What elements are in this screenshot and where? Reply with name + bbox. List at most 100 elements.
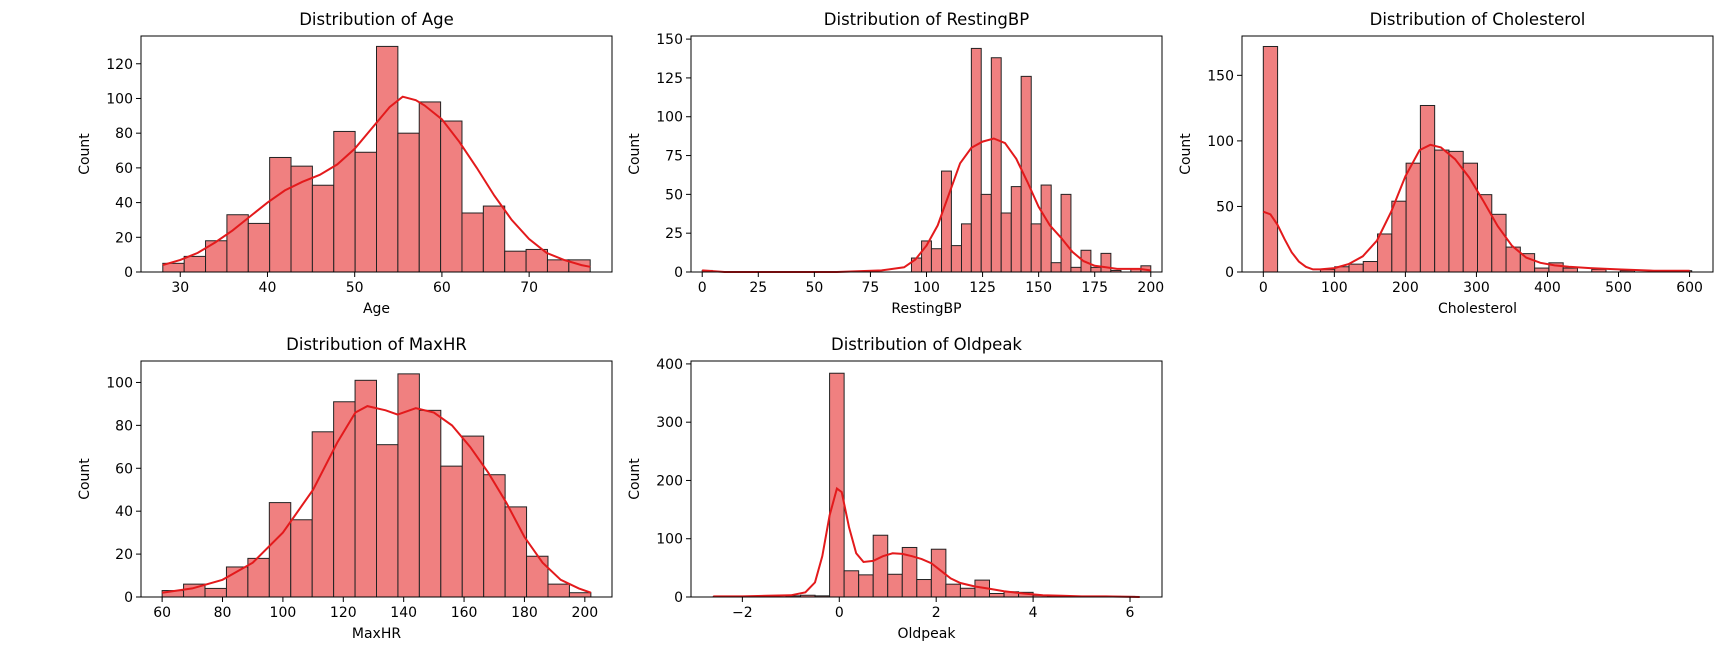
histogram-bar xyxy=(504,250,527,273)
x-tick-label: 500 xyxy=(1605,280,1632,296)
kde-line xyxy=(161,405,592,594)
chart-title: Distribution of RestingBP xyxy=(824,10,1029,29)
histogram-bar xyxy=(858,574,874,598)
kde-line xyxy=(713,486,1140,598)
y-tick-label: 80 xyxy=(115,126,133,142)
histogram-bar xyxy=(970,47,982,273)
chart-title: Distribution of Age xyxy=(299,10,454,29)
chart-title: Distribution of MaxHR xyxy=(286,335,467,354)
y-tick-label: 100 xyxy=(1207,134,1234,150)
y-tick-label: 20 xyxy=(115,230,133,246)
histogram-bar xyxy=(990,57,1002,273)
axes-frame xyxy=(140,35,613,273)
histogram-bar xyxy=(354,151,377,273)
x-tick-label: 30 xyxy=(171,280,189,296)
x-tick-label: 60 xyxy=(433,280,451,296)
y-tick-label: 150 xyxy=(656,32,683,48)
x-tick-label: 0 xyxy=(698,280,707,296)
x-tick-label: 60 xyxy=(153,605,171,621)
x-axis-label: Oldpeak xyxy=(898,626,957,642)
histogram-bar xyxy=(1519,253,1536,273)
x-axis-label: MaxHR xyxy=(352,626,401,642)
histogram-bar xyxy=(980,193,992,273)
histogram-bar xyxy=(941,170,952,273)
histogram-bar xyxy=(1348,263,1364,273)
x-tick-label: 300 xyxy=(1463,280,1490,296)
histogram-bar xyxy=(461,212,484,273)
x-tick-label: 70 xyxy=(520,280,538,296)
x-tick-label: 40 xyxy=(259,280,277,296)
x-tick-label: 400 xyxy=(1534,280,1561,296)
y-tick-label: 100 xyxy=(656,110,683,126)
histogram-bar xyxy=(546,259,570,273)
y-tick-label: 0 xyxy=(124,265,133,281)
histogram-bar xyxy=(1060,193,1072,273)
axes-frame xyxy=(690,360,1163,598)
y-tick-label: 400 xyxy=(656,357,683,373)
histogram-bar xyxy=(1030,223,1042,273)
y-tick-label: 40 xyxy=(115,504,133,520)
histogram-bar xyxy=(418,409,442,598)
histogram-bar xyxy=(1434,149,1450,273)
x-tick-label: 160 xyxy=(451,605,478,621)
histogram-bar xyxy=(930,248,943,273)
histogram-bar xyxy=(1050,262,1062,273)
y-tick-label: 75 xyxy=(665,149,683,165)
histogram-bar xyxy=(1448,150,1464,273)
x-tick-label: 120 xyxy=(330,605,357,621)
histogram-bar xyxy=(311,184,335,273)
histogram-bar xyxy=(482,205,506,273)
histogram-bar xyxy=(1090,266,1102,273)
y-tick-label: 50 xyxy=(665,187,683,203)
y-tick-label: 100 xyxy=(106,375,133,391)
histogram-bar xyxy=(525,248,548,273)
y-tick-label: 100 xyxy=(656,532,683,548)
y-tick-label: 25 xyxy=(665,226,683,242)
histogram-bar xyxy=(440,120,463,273)
histogram-bar xyxy=(1391,200,1407,273)
x-tick-label: 100 xyxy=(913,280,940,296)
x-tick-label: 4 xyxy=(1029,605,1038,621)
y-axis-label: Count xyxy=(627,458,643,500)
y-tick-label: 200 xyxy=(656,473,683,489)
x-tick-label: 2 xyxy=(932,605,941,621)
chart-title: Distribution of Oldpeak xyxy=(831,335,1022,354)
y-tick-label: 0 xyxy=(1225,265,1234,281)
y-tick-label: 80 xyxy=(115,418,133,434)
histogram-bar xyxy=(269,156,292,273)
histogram-bar xyxy=(960,223,972,273)
histogram-bar xyxy=(1000,212,1012,273)
histogram-bar xyxy=(290,519,313,598)
y-tick-label: 120 xyxy=(106,57,133,73)
histogram-bar xyxy=(376,444,399,598)
x-tick-label: 100 xyxy=(1321,280,1348,296)
y-tick-label: 0 xyxy=(674,265,683,281)
histogram-bar xyxy=(1477,194,1493,273)
histogram-bar xyxy=(1405,162,1421,273)
x-tick-label: 25 xyxy=(749,280,767,296)
histogram-bar xyxy=(418,101,442,273)
histogram-bar xyxy=(204,587,227,598)
x-tick-label: 200 xyxy=(1137,280,1164,296)
y-axis-label: Count xyxy=(627,133,643,175)
histogram-bar xyxy=(829,372,845,598)
histogram-bar xyxy=(547,583,570,598)
x-tick-label: 175 xyxy=(1081,280,1108,296)
histogram-bar xyxy=(1262,45,1279,273)
histogram-bar xyxy=(916,579,932,598)
histogram-bar xyxy=(1070,266,1082,273)
y-axis-label: Count xyxy=(77,133,93,175)
histogram-bar xyxy=(1040,184,1052,273)
x-tick-label: 50 xyxy=(346,280,364,296)
x-tick-label: 75 xyxy=(862,280,880,296)
y-tick-label: 60 xyxy=(115,161,133,177)
x-tick-label: 0 xyxy=(835,605,844,621)
axes-frame xyxy=(1241,35,1714,273)
subplot-5: −2 0 2 4 6 0 100 200 300 400 Distribution of Oldpe… xyxy=(627,335,1163,642)
x-tick-label: 6 xyxy=(1126,605,1135,621)
y-tick-label: 20 xyxy=(115,547,133,563)
histogram-bar xyxy=(440,465,463,598)
histogram-bar xyxy=(872,534,889,598)
histogram-bar xyxy=(268,502,292,598)
